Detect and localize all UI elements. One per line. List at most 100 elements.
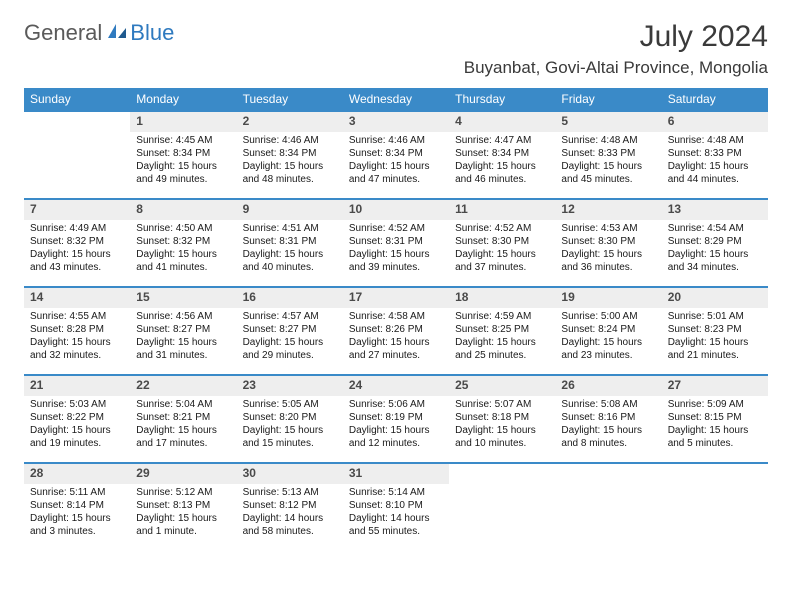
logo-sail-icon <box>106 22 128 45</box>
day-details: Sunrise: 4:45 AMSunset: 8:34 PMDaylight:… <box>130 132 236 190</box>
sunrise-text: Sunrise: 5:01 AM <box>668 310 762 323</box>
calendar-table: Sunday Monday Tuesday Wednesday Thursday… <box>24 88 768 551</box>
day-cell: 15Sunrise: 4:56 AMSunset: 8:27 PMDayligh… <box>130 287 236 375</box>
day-cell: 6Sunrise: 4:48 AMSunset: 8:33 PMDaylight… <box>662 111 768 199</box>
sunset-text: Sunset: 8:26 PM <box>349 323 443 336</box>
sunrise-text: Sunrise: 4:54 AM <box>668 222 762 235</box>
sunrise-text: Sunrise: 4:45 AM <box>136 134 230 147</box>
day-cell: 3Sunrise: 4:46 AMSunset: 8:34 PMDaylight… <box>343 111 449 199</box>
daylight-text: Daylight: 15 hours and 43 minutes. <box>30 248 124 274</box>
day-number: 11 <box>449 200 555 220</box>
sunset-text: Sunset: 8:30 PM <box>455 235 549 248</box>
daylight-text: Daylight: 15 hours and 46 minutes. <box>455 160 549 186</box>
week-row: 28Sunrise: 5:11 AMSunset: 8:14 PMDayligh… <box>24 463 768 551</box>
daylight-text: Daylight: 15 hours and 27 minutes. <box>349 336 443 362</box>
sunset-text: Sunset: 8:14 PM <box>30 499 124 512</box>
col-tuesday: Tuesday <box>237 88 343 111</box>
daylight-text: Daylight: 15 hours and 37 minutes. <box>455 248 549 274</box>
sunrise-text: Sunrise: 5:04 AM <box>136 398 230 411</box>
day-number: 15 <box>130 288 236 308</box>
day-number: 18 <box>449 288 555 308</box>
sunset-text: Sunset: 8:34 PM <box>349 147 443 160</box>
daylight-text: Daylight: 15 hours and 5 minutes. <box>668 424 762 450</box>
day-cell <box>24 111 130 199</box>
week-row: 14Sunrise: 4:55 AMSunset: 8:28 PMDayligh… <box>24 287 768 375</box>
sunset-text: Sunset: 8:13 PM <box>136 499 230 512</box>
col-saturday: Saturday <box>662 88 768 111</box>
sunrise-text: Sunrise: 4:56 AM <box>136 310 230 323</box>
day-details: Sunrise: 4:50 AMSunset: 8:32 PMDaylight:… <box>130 220 236 278</box>
sunrise-text: Sunrise: 4:58 AM <box>349 310 443 323</box>
day-details: Sunrise: 4:52 AMSunset: 8:30 PMDaylight:… <box>449 220 555 278</box>
sunrise-text: Sunrise: 4:47 AM <box>455 134 549 147</box>
day-details: Sunrise: 4:59 AMSunset: 8:25 PMDaylight:… <box>449 308 555 366</box>
daylight-text: Daylight: 15 hours and 1 minute. <box>136 512 230 538</box>
day-number: 20 <box>662 288 768 308</box>
day-details: Sunrise: 4:55 AMSunset: 8:28 PMDaylight:… <box>24 308 130 366</box>
day-number: 8 <box>130 200 236 220</box>
day-details: Sunrise: 4:49 AMSunset: 8:32 PMDaylight:… <box>24 220 130 278</box>
daylight-text: Daylight: 15 hours and 49 minutes. <box>136 160 230 186</box>
day-cell: 17Sunrise: 4:58 AMSunset: 8:26 PMDayligh… <box>343 287 449 375</box>
day-details: Sunrise: 4:46 AMSunset: 8:34 PMDaylight:… <box>343 132 449 190</box>
sunset-text: Sunset: 8:33 PM <box>561 147 655 160</box>
day-cell: 13Sunrise: 4:54 AMSunset: 8:29 PMDayligh… <box>662 199 768 287</box>
daylight-text: Daylight: 15 hours and 3 minutes. <box>30 512 124 538</box>
sunset-text: Sunset: 8:22 PM <box>30 411 124 424</box>
sunset-text: Sunset: 8:15 PM <box>668 411 762 424</box>
day-cell: 19Sunrise: 5:00 AMSunset: 8:24 PMDayligh… <box>555 287 661 375</box>
day-number: 21 <box>24 376 130 396</box>
logo-text-blue: Blue <box>130 20 174 46</box>
sunset-text: Sunset: 8:20 PM <box>243 411 337 424</box>
sunset-text: Sunset: 8:18 PM <box>455 411 549 424</box>
day-details: Sunrise: 5:00 AMSunset: 8:24 PMDaylight:… <box>555 308 661 366</box>
day-cell: 23Sunrise: 5:05 AMSunset: 8:20 PMDayligh… <box>237 375 343 463</box>
day-details: Sunrise: 5:14 AMSunset: 8:10 PMDaylight:… <box>343 484 449 542</box>
day-cell: 16Sunrise: 4:57 AMSunset: 8:27 PMDayligh… <box>237 287 343 375</box>
week-row: 21Sunrise: 5:03 AMSunset: 8:22 PMDayligh… <box>24 375 768 463</box>
col-wednesday: Wednesday <box>343 88 449 111</box>
day-cell: 12Sunrise: 4:53 AMSunset: 8:30 PMDayligh… <box>555 199 661 287</box>
day-details: Sunrise: 5:03 AMSunset: 8:22 PMDaylight:… <box>24 396 130 454</box>
day-number: 24 <box>343 376 449 396</box>
sunrise-text: Sunrise: 4:46 AM <box>349 134 443 147</box>
day-details: Sunrise: 4:48 AMSunset: 8:33 PMDaylight:… <box>662 132 768 190</box>
col-monday: Monday <box>130 88 236 111</box>
location-subtitle: Buyanbat, Govi-Altai Province, Mongolia <box>464 58 768 78</box>
daylight-text: Daylight: 15 hours and 10 minutes. <box>455 424 549 450</box>
sunrise-text: Sunrise: 5:11 AM <box>30 486 124 499</box>
daylight-text: Daylight: 15 hours and 34 minutes. <box>668 248 762 274</box>
sunrise-text: Sunrise: 4:49 AM <box>30 222 124 235</box>
sunrise-text: Sunrise: 5:00 AM <box>561 310 655 323</box>
day-number: 23 <box>237 376 343 396</box>
sunrise-text: Sunrise: 4:51 AM <box>243 222 337 235</box>
daylight-text: Daylight: 15 hours and 29 minutes. <box>243 336 337 362</box>
day-details: Sunrise: 4:57 AMSunset: 8:27 PMDaylight:… <box>237 308 343 366</box>
header: General Blue July 2024 Buyanbat, Govi-Al… <box>24 20 768 78</box>
day-number: 27 <box>662 376 768 396</box>
sunset-text: Sunset: 8:32 PM <box>30 235 124 248</box>
sunset-text: Sunset: 8:27 PM <box>136 323 230 336</box>
day-details: Sunrise: 4:58 AMSunset: 8:26 PMDaylight:… <box>343 308 449 366</box>
daylight-text: Daylight: 15 hours and 8 minutes. <box>561 424 655 450</box>
daylight-text: Daylight: 15 hours and 47 minutes. <box>349 160 443 186</box>
week-row: 7Sunrise: 4:49 AMSunset: 8:32 PMDaylight… <box>24 199 768 287</box>
daylight-text: Daylight: 15 hours and 44 minutes. <box>668 160 762 186</box>
sunset-text: Sunset: 8:19 PM <box>349 411 443 424</box>
sunrise-text: Sunrise: 5:09 AM <box>668 398 762 411</box>
day-cell: 25Sunrise: 5:07 AMSunset: 8:18 PMDayligh… <box>449 375 555 463</box>
sunrise-text: Sunrise: 4:57 AM <box>243 310 337 323</box>
sunset-text: Sunset: 8:34 PM <box>455 147 549 160</box>
col-thursday: Thursday <box>449 88 555 111</box>
sunset-text: Sunset: 8:30 PM <box>561 235 655 248</box>
day-details: Sunrise: 4:56 AMSunset: 8:27 PMDaylight:… <box>130 308 236 366</box>
day-number: 22 <box>130 376 236 396</box>
day-cell: 20Sunrise: 5:01 AMSunset: 8:23 PMDayligh… <box>662 287 768 375</box>
sunset-text: Sunset: 8:33 PM <box>668 147 762 160</box>
day-details: Sunrise: 5:04 AMSunset: 8:21 PMDaylight:… <box>130 396 236 454</box>
day-number: 1 <box>130 112 236 132</box>
day-number: 25 <box>449 376 555 396</box>
daylight-text: Daylight: 15 hours and 32 minutes. <box>30 336 124 362</box>
day-number: 13 <box>662 200 768 220</box>
day-cell <box>555 463 661 551</box>
